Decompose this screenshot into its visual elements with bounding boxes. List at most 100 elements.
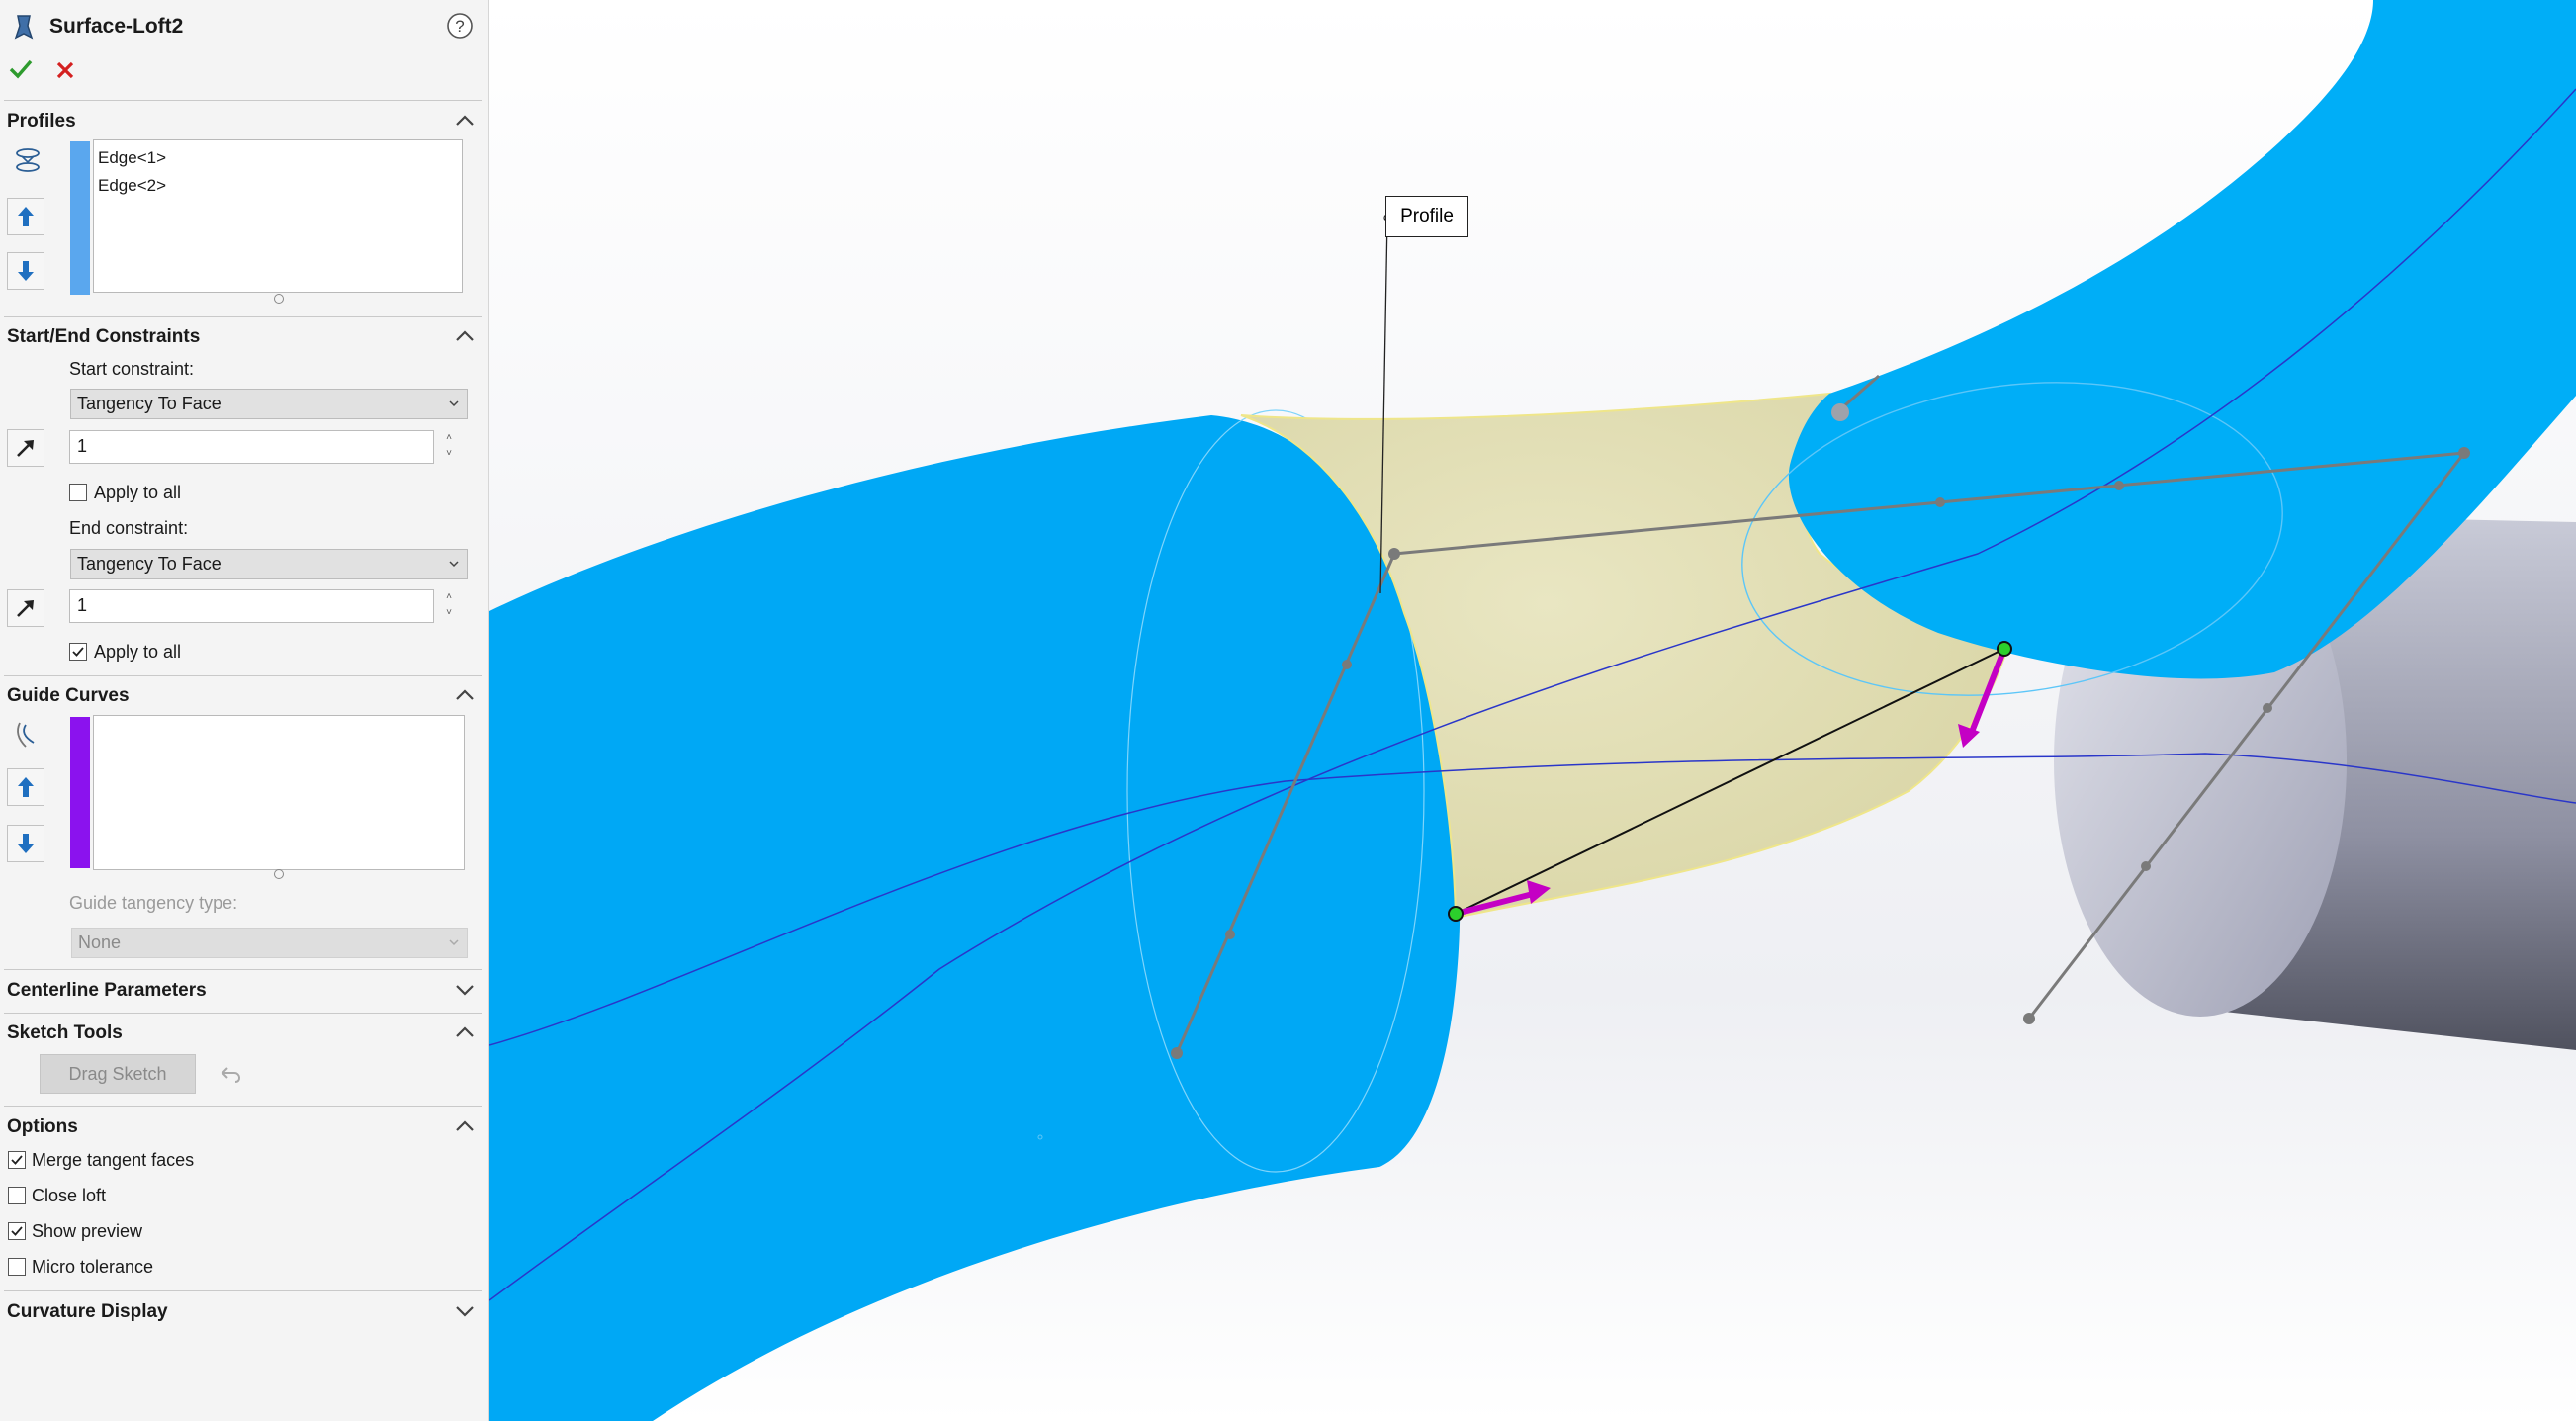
graphics-viewport[interactable]: Profile xyxy=(489,0,2576,1421)
chevron-down-icon xyxy=(449,561,459,568)
start-constraint-label: Start constraint: xyxy=(69,359,195,379)
tube-edge-ellipse xyxy=(1741,382,2283,696)
guide-curve-color-swatch xyxy=(70,717,90,868)
end-apply-all-checkbox[interactable] xyxy=(69,643,87,661)
separator xyxy=(4,675,482,676)
guide-tangency-label: Guide tangency type: xyxy=(69,893,238,913)
separator xyxy=(4,1106,482,1107)
start-length-spinner[interactable]: ˄ ˅ xyxy=(446,432,452,459)
start-tangent-length-input[interactable]: 1 xyxy=(69,430,434,464)
profiles-list[interactable]: Edge<1> Edge<2> xyxy=(93,139,463,293)
property-manager: Surface-Loft2 ? Profiles Edge<1> Edge<2>… xyxy=(0,0,489,1421)
end-length-spinner[interactable]: ˄ ˅ xyxy=(446,591,452,618)
curvature-header[interactable]: Curvature Display xyxy=(7,1301,168,1322)
guide-line xyxy=(489,753,2576,1046)
option-label: Merge tangent faces xyxy=(32,1150,195,1170)
end-tangent-length-input[interactable]: 1 xyxy=(69,589,434,623)
move-up-button[interactable] xyxy=(7,198,44,235)
start-constraint-value: Tangency To Face xyxy=(77,394,222,413)
end-constraint-select[interactable]: Tangency To Face xyxy=(70,549,468,579)
feature-title: Surface-Loft2 xyxy=(49,15,184,38)
tangent-arrow[interactable] xyxy=(1969,647,2007,734)
end-constraint-value: Tangency To Face xyxy=(77,554,222,574)
checkmark-icon xyxy=(11,1226,23,1236)
start-apply-all-label: Apply to all xyxy=(94,483,182,502)
reverse-direction-button[interactable] xyxy=(7,589,44,627)
move-down-button[interactable] xyxy=(7,252,44,290)
reverse-direction-button[interactable] xyxy=(7,429,44,467)
show-preview-checkbox[interactable] xyxy=(8,1222,26,1240)
connector-point[interactable] xyxy=(1997,641,2012,657)
sketch-points[interactable] xyxy=(1171,403,2470,1059)
tangent-arrowhead xyxy=(1958,724,1980,748)
chevron-up-icon[interactable] xyxy=(452,1022,478,1042)
cancel-x-icon[interactable] xyxy=(55,60,75,80)
options-header[interactable]: Options xyxy=(7,1116,78,1137)
chevron-up-icon[interactable] xyxy=(452,111,478,131)
tangent-arrow[interactable] xyxy=(1455,891,1534,917)
drag-sketch-label: Drag Sketch xyxy=(68,1064,167,1084)
close-loft-checkbox[interactable] xyxy=(8,1187,26,1204)
centerline-header[interactable]: Centerline Parameters xyxy=(7,980,207,1001)
chevron-down-icon[interactable] xyxy=(452,980,478,1000)
guide-curves-header[interactable]: Guide Curves xyxy=(7,685,130,706)
loft-preview-surface[interactable] xyxy=(1240,392,2009,920)
arrow-up-icon xyxy=(18,207,34,226)
checkmark-icon xyxy=(11,1155,23,1165)
chevron-down-icon[interactable] xyxy=(452,1301,478,1321)
model-view[interactable] xyxy=(489,0,2576,1421)
micro-tolerance-checkbox[interactable] xyxy=(8,1258,26,1276)
option-label: Show preview xyxy=(32,1221,143,1241)
ok-check-icon[interactable] xyxy=(8,57,34,81)
tangent-arrowhead xyxy=(1527,880,1551,904)
sketch-lines[interactable] xyxy=(1175,374,2466,1054)
arrow-down-icon xyxy=(18,261,34,281)
profile-color-swatch xyxy=(70,141,90,295)
resize-grip[interactable] xyxy=(274,869,284,879)
merge-tangent-faces-checkbox[interactable] xyxy=(8,1151,26,1169)
start-apply-all-checkbox[interactable] xyxy=(69,484,87,501)
resize-grip[interactable] xyxy=(274,294,284,304)
chevron-up-icon[interactable] xyxy=(452,685,478,705)
guide-tangency-select: None xyxy=(71,928,468,958)
list-item[interactable]: Edge<2> xyxy=(98,176,167,195)
connector-line[interactable] xyxy=(1455,648,2005,915)
move-up-button[interactable] xyxy=(7,768,44,806)
arrow-up-icon xyxy=(18,777,34,797)
separator xyxy=(4,1013,482,1014)
list-item[interactable]: Edge<1> xyxy=(98,148,167,167)
sketch-tools-header[interactable]: Sketch Tools xyxy=(7,1022,123,1043)
direction-arrow-icon xyxy=(17,440,34,457)
guide-curve-selection-icon xyxy=(12,719,44,751)
connector-point[interactable] xyxy=(1448,906,1464,922)
guide-curves-list[interactable] xyxy=(93,715,465,870)
chevron-down-icon xyxy=(449,939,459,946)
direction-arrow-icon xyxy=(17,600,34,617)
option-label: Micro tolerance xyxy=(32,1257,154,1277)
move-down-button[interactable] xyxy=(7,825,44,862)
callout-label: Profile xyxy=(1400,206,1454,226)
separator xyxy=(4,316,482,317)
origin-marker xyxy=(1037,1134,1043,1140)
separator xyxy=(4,100,482,101)
chevron-up-icon[interactable] xyxy=(452,1116,478,1136)
arrow-down-icon xyxy=(18,834,34,853)
chevron-up-icon[interactable] xyxy=(452,326,478,346)
tube-edge-ellipse xyxy=(1126,409,1425,1173)
drag-sketch-button[interactable]: Drag Sketch xyxy=(40,1054,196,1094)
profile-selection-icon xyxy=(12,144,44,176)
constraints-header[interactable]: Start/End Constraints xyxy=(7,326,201,347)
option-label: Close loft xyxy=(32,1186,107,1205)
callout-leader xyxy=(1379,217,1388,594)
undo-icon[interactable] xyxy=(220,1062,245,1086)
profile-callout[interactable]: Profile xyxy=(1385,196,1468,237)
profiles-header[interactable]: Profiles xyxy=(7,111,76,132)
guide-tangency-value: None xyxy=(78,933,122,952)
left-blue-tube[interactable] xyxy=(489,415,1461,1421)
start-constraint-select[interactable]: Tangency To Face xyxy=(70,389,468,419)
upper-right-blue-tube[interactable] xyxy=(1788,0,2576,679)
svg-text:?: ? xyxy=(455,17,464,36)
end-constraint-label: End constraint: xyxy=(69,518,189,538)
help-icon[interactable]: ? xyxy=(446,12,474,40)
separator xyxy=(4,1290,482,1291)
